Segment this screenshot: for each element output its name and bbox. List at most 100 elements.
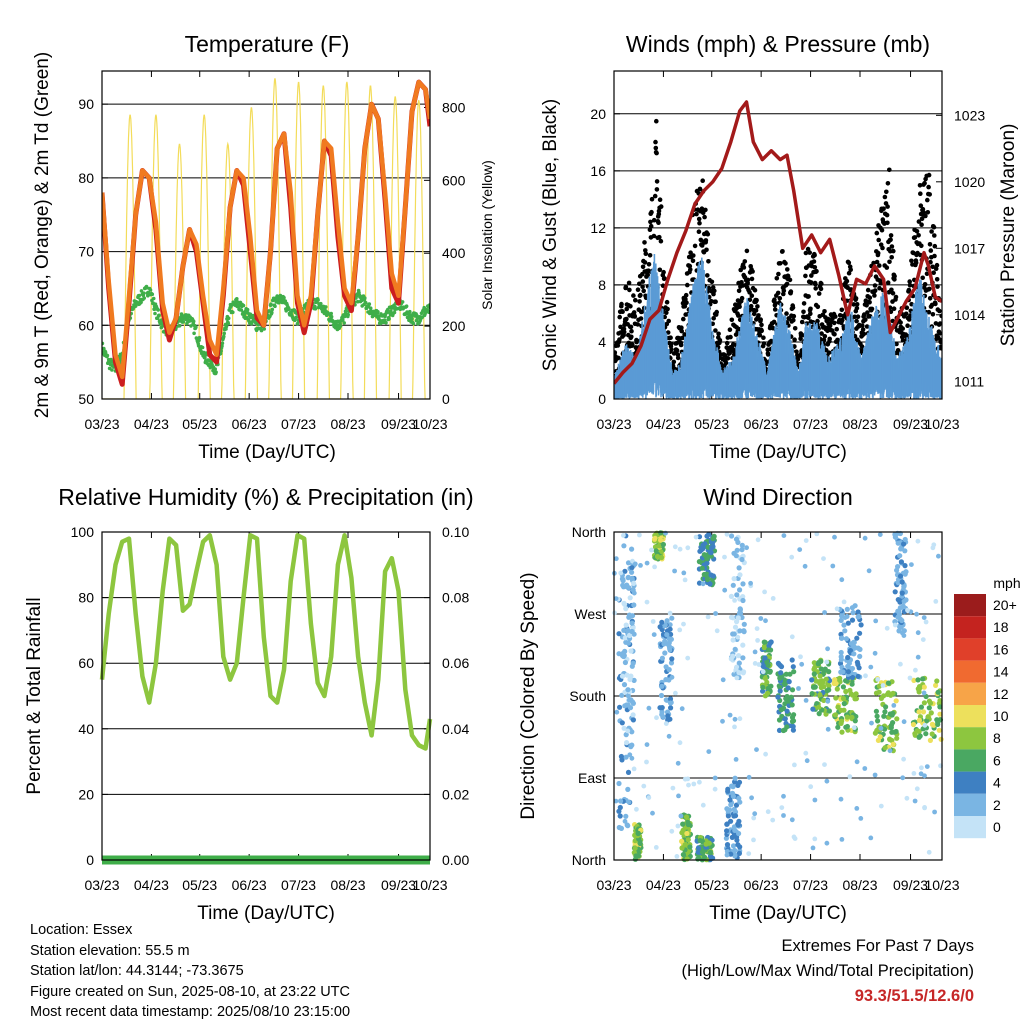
- x-tick-label-2-1: 04/23: [134, 877, 169, 893]
- wind-direction-point: [673, 690, 678, 696]
- gust-point: [741, 265, 747, 270]
- gust-point: [912, 235, 918, 240]
- gust-point: [918, 203, 924, 208]
- wind-direction-point: [838, 796, 844, 802]
- gust-point: [648, 219, 653, 225]
- dewpoint-point: [338, 324, 343, 328]
- gust-point: [656, 220, 661, 225]
- gust-point: [678, 342, 684, 348]
- dewpoint-point: [191, 319, 196, 324]
- y2-tick-label-0-1: 200: [442, 318, 466, 334]
- gust-point: [939, 345, 942, 350]
- wind-direction-point: [857, 630, 863, 636]
- gust-point: [628, 324, 634, 330]
- dewpoint-point: [105, 353, 110, 358]
- wind-direction-point: [658, 692, 665, 699]
- wind-direction-point: [622, 568, 628, 574]
- chart-title-2: Relative Humidity (%) & Precipitation (i…: [58, 484, 473, 510]
- wind-direction-point: [895, 564, 901, 570]
- dewpoint-point: [384, 320, 388, 325]
- wind-direction-point: [928, 710, 934, 716]
- gust-point: [714, 309, 719, 315]
- wind-direction-point: [918, 704, 925, 710]
- wind-direction-point: [872, 730, 879, 736]
- gust-point: [776, 271, 781, 277]
- y2-tick-label-0-3: 600: [442, 172, 466, 188]
- gust-point: [742, 259, 748, 264]
- gust-point: [657, 234, 662, 240]
- wind-direction-point: [885, 690, 892, 696]
- wind-direction-point: [898, 559, 905, 565]
- wind-direction-point: [937, 704, 943, 710]
- wind-direction-point: [669, 656, 675, 662]
- gust-point: [784, 311, 789, 316]
- gust-point: [744, 248, 750, 254]
- gust-point: [647, 227, 653, 232]
- gust-point: [724, 340, 730, 346]
- wind-direction-point: [735, 634, 741, 640]
- wind-direction-point: [729, 533, 735, 539]
- wind-direction-point: [763, 618, 768, 624]
- wind-direction-point: [883, 704, 889, 710]
- wind-direction-point: [760, 663, 766, 670]
- gust-point: [703, 207, 708, 213]
- wind-direction-point: [699, 849, 706, 855]
- wind-direction-point: [929, 731, 935, 737]
- wind-direction-point: [785, 685, 791, 691]
- gust-point: [615, 343, 621, 348]
- y2-axis-label-0: Solar Insolation (Yellow): [479, 160, 495, 310]
- wind-direction-point: [677, 740, 683, 746]
- y2-tick-label-1-2: 1017: [954, 240, 985, 256]
- wind-direction-point: [626, 799, 632, 805]
- wind-direction-point: [840, 695, 847, 702]
- gust-point: [640, 264, 646, 270]
- gust-point: [765, 352, 771, 357]
- dewpoint-point: [197, 335, 202, 340]
- dewpoint-point: [270, 310, 274, 315]
- gust-point: [664, 299, 670, 305]
- gust-point: [795, 357, 801, 362]
- gust-point: [758, 317, 763, 322]
- wind-direction-point: [625, 769, 632, 776]
- wind-direction-point: [659, 683, 665, 689]
- gust-point: [898, 320, 903, 325]
- wind-direction-point: [911, 771, 917, 776]
- wind-direction-point: [854, 635, 860, 641]
- gust-point: [889, 287, 894, 293]
- gust-point: [749, 293, 755, 299]
- gust-point: [832, 332, 837, 337]
- gust-point: [775, 290, 781, 296]
- wind-direction-point: [730, 582, 736, 588]
- wind-direction-point: [635, 830, 641, 837]
- wind-direction-point: [812, 836, 818, 842]
- wind-direction-point: [844, 714, 850, 720]
- wind-direction-point: [667, 622, 673, 628]
- gust-point: [875, 250, 881, 256]
- y-tick-label-3-2: South: [569, 688, 606, 704]
- wind-direction-point: [616, 808, 622, 814]
- wind-direction-point: [878, 803, 884, 809]
- wind-direction-point: [728, 593, 735, 600]
- wind-direction-point: [625, 585, 632, 591]
- gust-point: [757, 332, 763, 338]
- wind-direction-point: [915, 686, 921, 692]
- wind-direction-point: [679, 706, 685, 712]
- wind-direction-point: [644, 560, 650, 566]
- gust-point: [668, 335, 673, 341]
- gust-point: [745, 277, 751, 283]
- gust-point: [646, 262, 652, 267]
- gust-point: [865, 287, 871, 293]
- dewpoint-point: [151, 296, 156, 301]
- wind-direction-point: [623, 606, 629, 612]
- wind-direction-point: [737, 572, 743, 578]
- wind-direction-point: [720, 718, 725, 724]
- gust-point: [623, 284, 629, 290]
- gust-point: [784, 281, 790, 287]
- wind-direction-point: [796, 686, 801, 691]
- wind-direction-point: [888, 725, 894, 731]
- gust-point: [709, 279, 715, 285]
- gust-point: [806, 315, 811, 321]
- y-axis-label-3: Direction (Colored By Speed): [518, 572, 539, 819]
- wind-direction-point: [843, 636, 850, 642]
- y-tick-label-3-4: North: [572, 524, 606, 540]
